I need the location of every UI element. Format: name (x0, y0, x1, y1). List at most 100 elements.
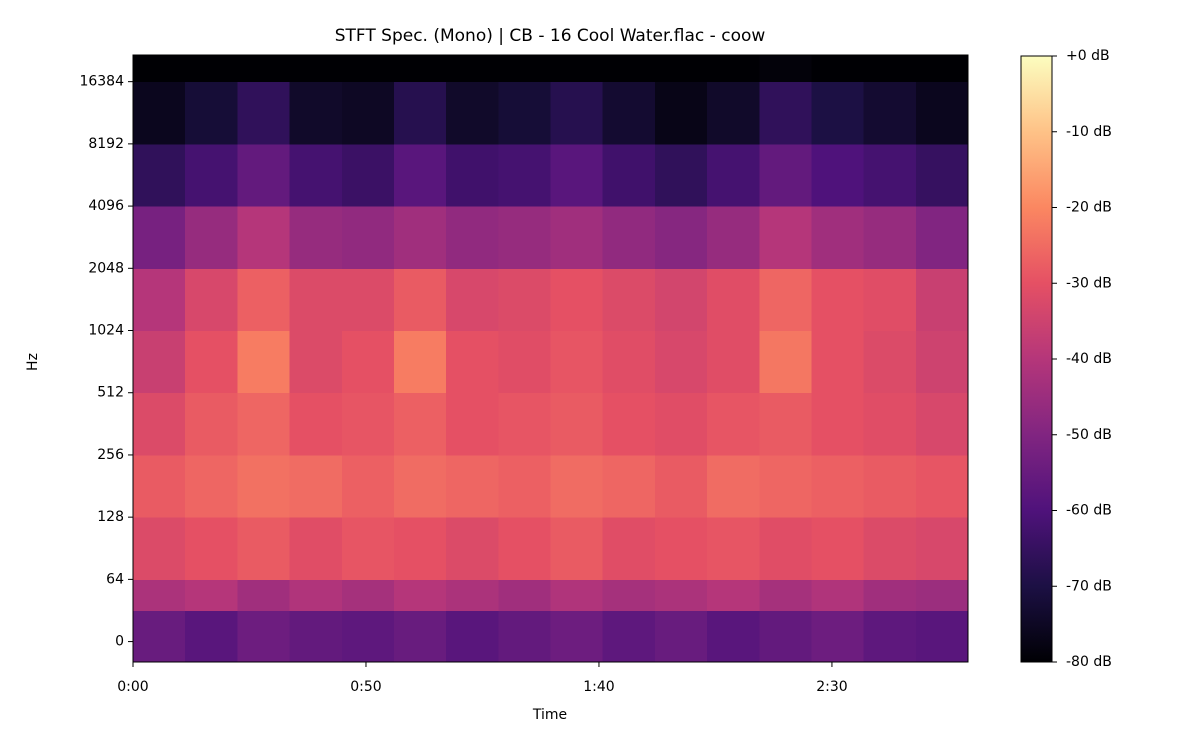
heatmap-cell (707, 55, 760, 83)
heatmap-cell (446, 392, 499, 456)
heatmap-cell (863, 517, 917, 580)
heatmap-cell (863, 206, 917, 269)
heatmap-cell (863, 392, 917, 456)
heatmap-cell (133, 610, 186, 663)
heatmap-cell (654, 81, 708, 145)
heatmap-cell (550, 517, 604, 580)
heatmap-cell (602, 579, 656, 611)
heatmap-cell (237, 81, 291, 145)
heatmap-cell (602, 55, 656, 83)
heatmap-cell (654, 206, 708, 269)
heatmap-cell (446, 55, 499, 83)
heatmap-cell (550, 330, 604, 394)
heatmap-cell (185, 330, 238, 394)
heatmap-cell (498, 610, 551, 663)
heatmap-cell (602, 81, 656, 145)
heatmap-cell (654, 454, 708, 518)
heatmap-cell (393, 392, 447, 456)
y-tick-label: 4096 (88, 198, 124, 214)
heatmap-cell (915, 579, 969, 611)
heatmap-cell (759, 330, 812, 394)
heatmap-cell (863, 454, 917, 518)
heatmap-cell (915, 55, 969, 83)
heatmap-cell (759, 81, 812, 145)
heatmap-cell (498, 268, 551, 332)
colorbar-tick-label: -10 dB (1066, 124, 1112, 140)
heatmap-cell (707, 610, 760, 663)
heatmap-cell (707, 392, 760, 456)
heatmap-cell (602, 517, 656, 580)
heatmap-cell (341, 454, 395, 518)
colorbar-tick-label: -40 dB (1066, 351, 1112, 367)
heatmap-cell (133, 579, 186, 611)
heatmap-cell (133, 454, 186, 518)
heatmap-cell (707, 81, 760, 145)
heatmap-cell (133, 206, 186, 269)
heatmap-cell (811, 330, 865, 394)
heatmap-cell (289, 454, 343, 518)
colorbar-tick-label: -20 dB (1066, 200, 1112, 216)
heatmap-cell (446, 81, 499, 145)
heatmap-cell (498, 55, 551, 83)
heatmap-cell (185, 81, 238, 145)
heatmap-cell (393, 610, 447, 663)
heatmap-cell (759, 610, 812, 663)
heatmap-cell (550, 268, 604, 332)
heatmap-cell (550, 454, 604, 518)
y-tick-label: 2048 (88, 260, 124, 276)
heatmap-cell (341, 206, 395, 269)
heatmap-cell (341, 81, 395, 145)
y-tick-label: 256 (97, 447, 124, 463)
heatmap-cell (915, 268, 969, 332)
heatmap-cell (811, 454, 865, 518)
heatmap-cell (446, 330, 499, 394)
heatmap-cell (498, 206, 551, 269)
heatmap-cell (915, 81, 969, 145)
heatmap-cell (654, 330, 708, 394)
heatmap-cell (133, 55, 186, 83)
heatmap-cell (654, 55, 708, 83)
heatmap-cell (863, 268, 917, 332)
heatmap-cell (237, 454, 291, 518)
heatmap-cell (915, 330, 969, 394)
heatmap-cell (133, 330, 186, 394)
heatmap-cell (185, 454, 238, 518)
colorbar-tick-label: -30 dB (1066, 275, 1112, 291)
heatmap-cell (811, 143, 865, 207)
heatmap-cell (550, 55, 604, 83)
heatmap-cell (341, 330, 395, 394)
heatmap-cell (863, 579, 917, 611)
colorbar-tick-label: -50 dB (1066, 427, 1112, 443)
heatmap-cell (863, 143, 917, 207)
heatmap-cell (550, 392, 604, 456)
heatmap-cell (602, 610, 656, 663)
y-tick-label: 16384 (79, 74, 124, 90)
heatmap-cell (811, 517, 865, 580)
heatmap-cell (446, 143, 499, 207)
heatmap-cell (498, 81, 551, 145)
heatmap-cell (550, 81, 604, 145)
heatmap-cell (237, 206, 291, 269)
heatmap-cell (654, 143, 708, 207)
heatmap-cell (133, 81, 186, 145)
chart-title: STFT Spec. (Mono) | CB - 16 Cool Water.f… (335, 26, 766, 46)
heatmap-cell (393, 268, 447, 332)
heatmap-cell (550, 143, 604, 207)
heatmap-cell (707, 579, 760, 611)
heatmap-cell (811, 392, 865, 456)
colorbar-tick-label: -80 dB (1066, 654, 1112, 670)
heatmap-cell (498, 579, 551, 611)
heatmap-cell (707, 517, 760, 580)
heatmap-cell (289, 392, 343, 456)
heatmap-cell (811, 579, 865, 611)
heatmap-cell (863, 330, 917, 394)
heatmap-cell (550, 610, 604, 663)
heatmap-cell (498, 392, 551, 456)
heatmap-cell (341, 579, 395, 611)
heatmap-cell (915, 392, 969, 456)
heatmap-cell (602, 454, 656, 518)
heatmap-cell (707, 268, 760, 332)
heatmap-cell (289, 330, 343, 394)
x-axis-label: Time (532, 707, 567, 723)
